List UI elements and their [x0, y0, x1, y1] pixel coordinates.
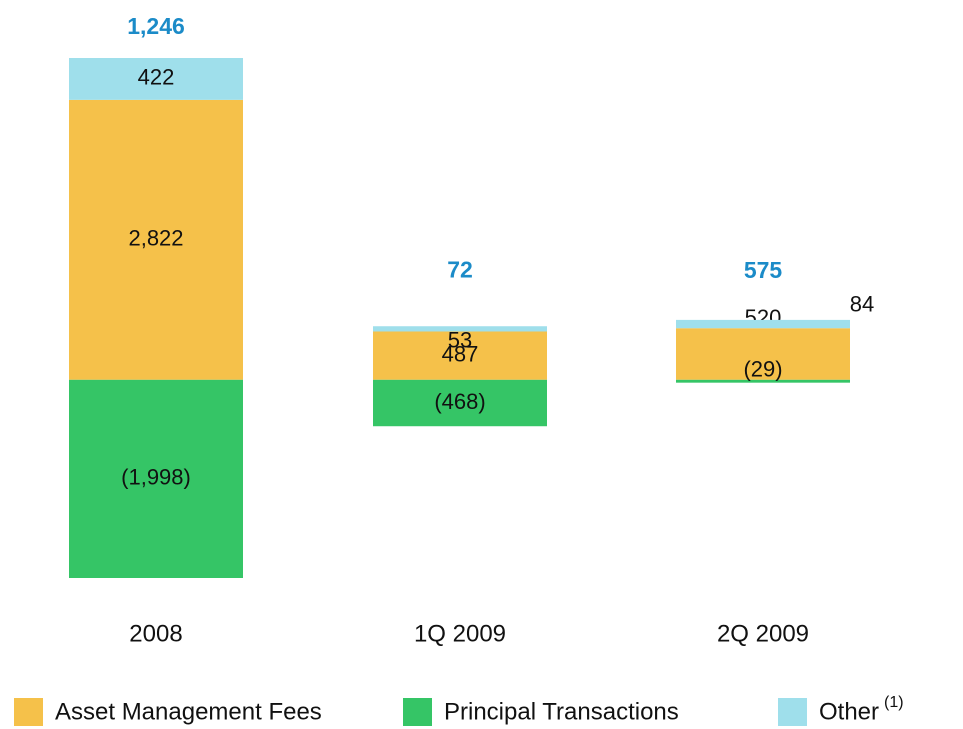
- bar-segment: [676, 328, 850, 380]
- bar-segment: [373, 326, 547, 332]
- value-label: 487: [442, 341, 479, 366]
- legend-label: Principal Transactions: [444, 698, 679, 725]
- bar-segment: [676, 319, 850, 329]
- value-label: 53: [448, 327, 472, 352]
- x-tick-label: 1Q 2009: [414, 620, 506, 647]
- bar-segment: [69, 58, 243, 100]
- value-label: (468): [434, 389, 485, 414]
- total-label: 72: [447, 256, 473, 282]
- x-tick-label: 2Q 2009: [717, 620, 809, 647]
- legend-swatch: [403, 698, 432, 726]
- bar-segment: [373, 379, 547, 427]
- value-label: (29): [743, 357, 782, 382]
- legend-label: Asset Management Fees: [55, 698, 322, 725]
- x-tick-label: 2008: [129, 620, 182, 647]
- value-label: 84: [850, 292, 874, 317]
- value-label: (1,998): [121, 465, 191, 490]
- bar-segment: [373, 331, 547, 380]
- legend-swatch: [14, 698, 43, 726]
- value-label: 422: [138, 65, 175, 90]
- legend-swatch: [778, 698, 807, 726]
- bar-segment: [69, 99, 243, 380]
- bar-segment: [676, 379, 850, 383]
- value-label: 2,822: [128, 226, 183, 251]
- total-label: 1,246: [127, 13, 185, 39]
- bar-segment: [69, 379, 243, 578]
- total-label: 575: [744, 257, 783, 283]
- legend-label: Other: [819, 698, 879, 725]
- legend-note: (1): [884, 694, 904, 711]
